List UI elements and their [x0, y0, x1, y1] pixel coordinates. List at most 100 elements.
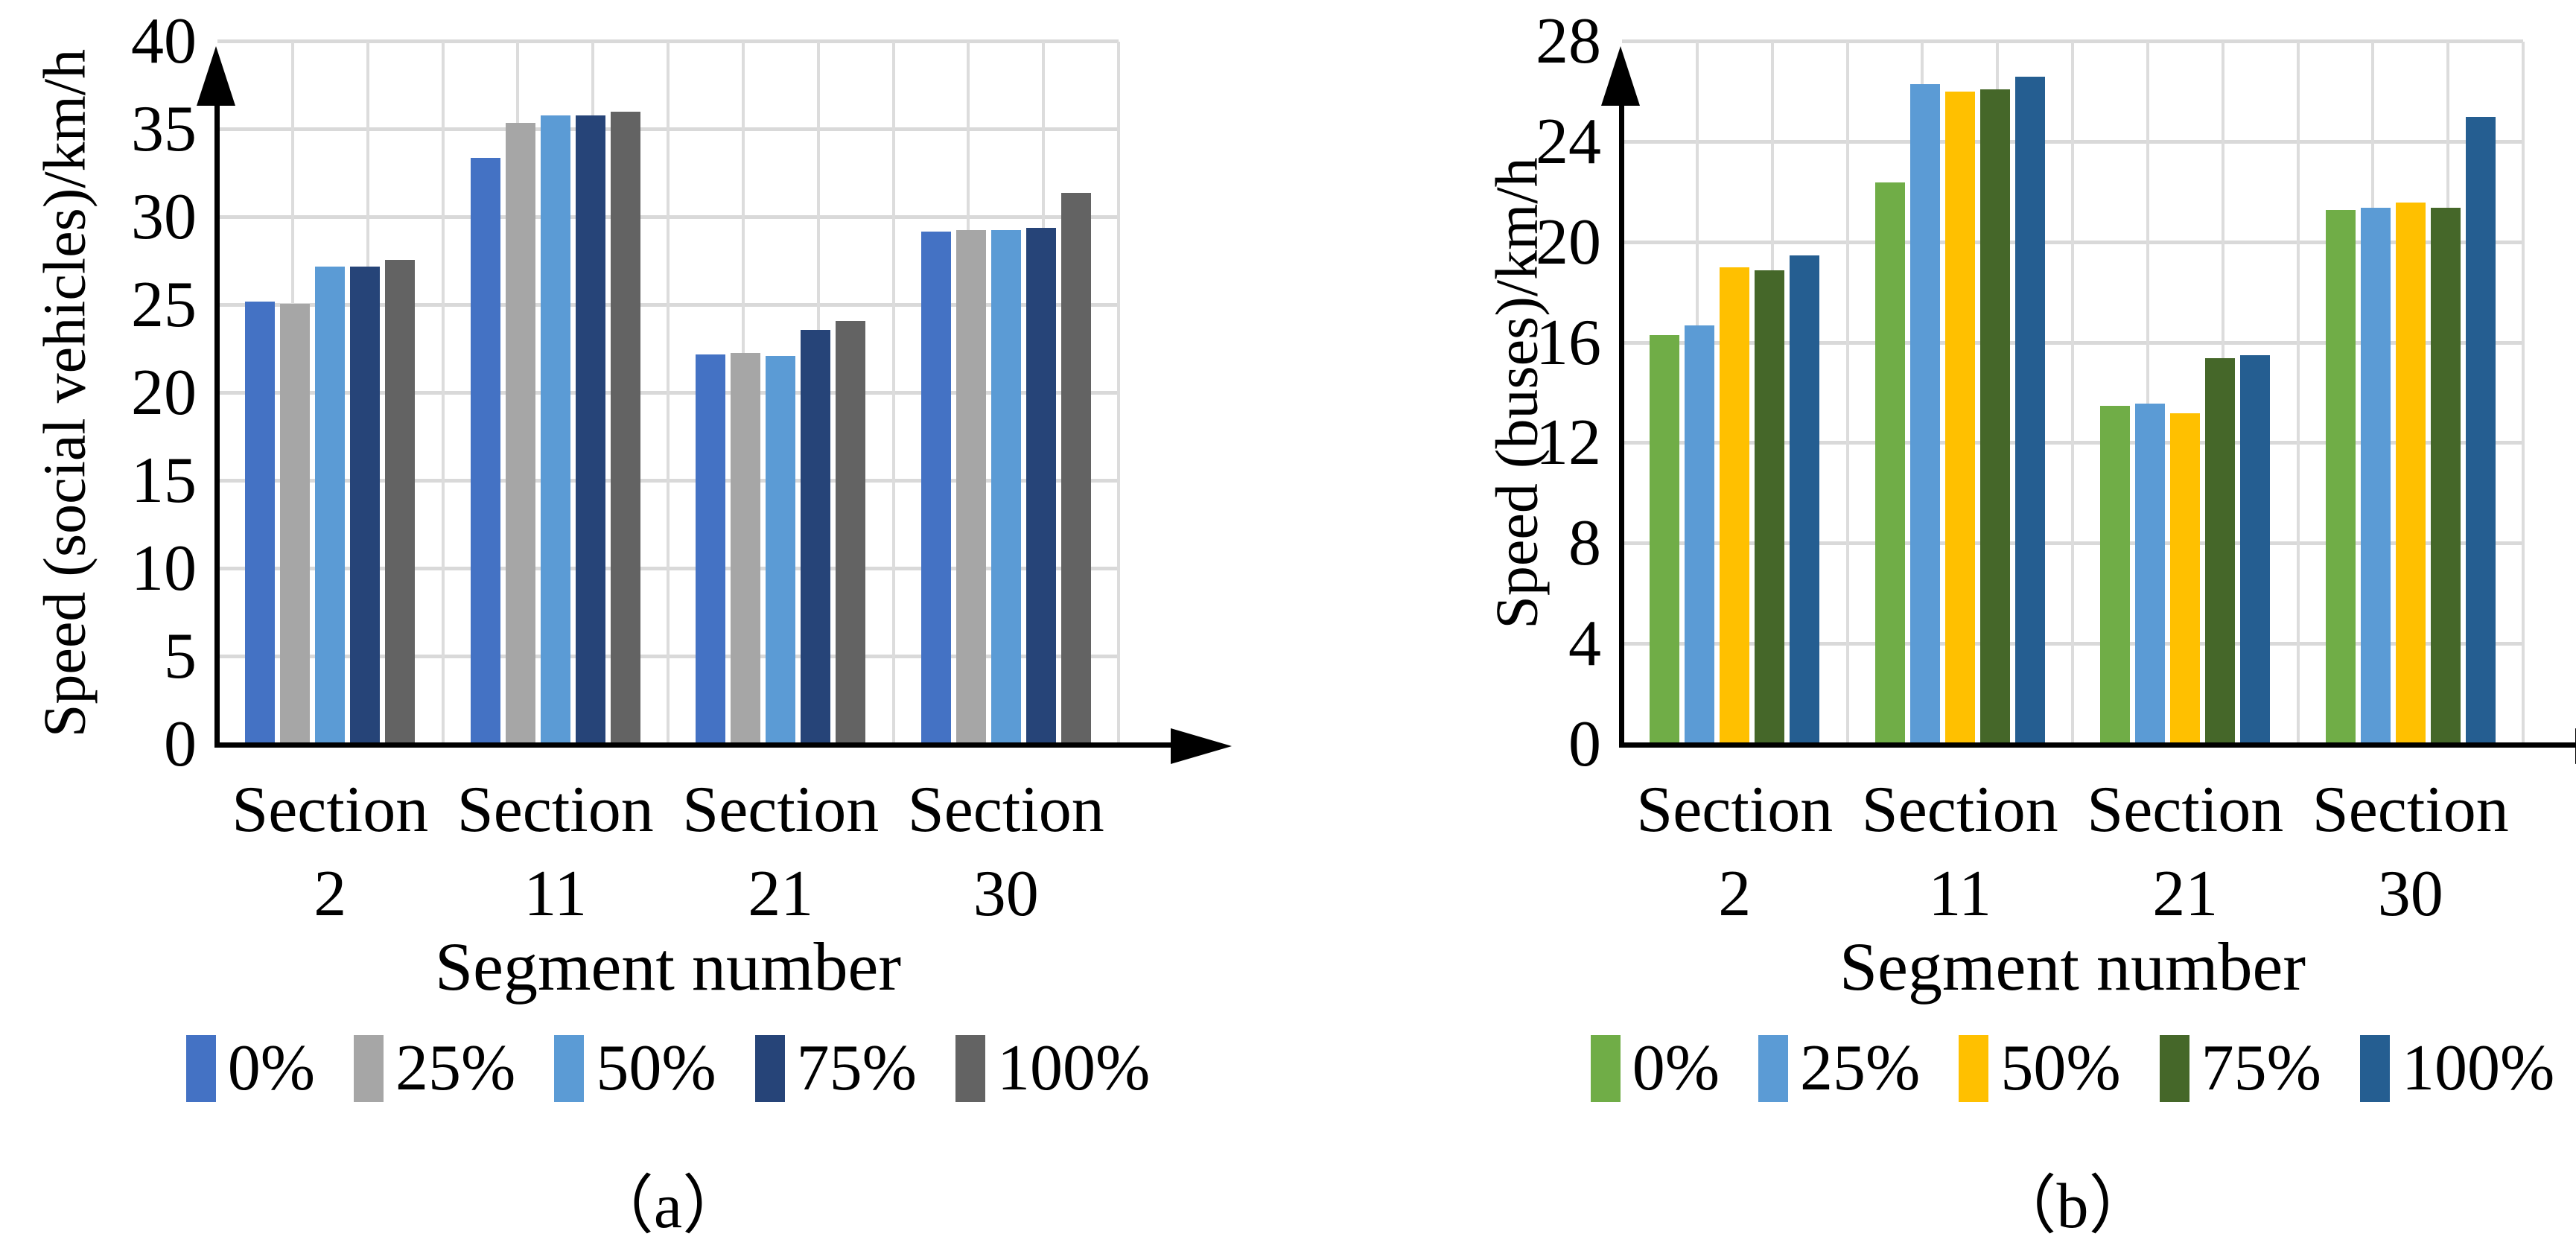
- y-tick-20: 20: [1536, 206, 1601, 279]
- x-category-labels: Section 2 Section 11 Section 21 Section 30: [1622, 768, 2523, 936]
- x-axis-title: Segment number: [1839, 929, 2306, 1005]
- bar-group-section-30: [2298, 42, 2524, 745]
- y-axis-line: [214, 101, 220, 747]
- bar-0-section-11: [470, 157, 500, 745]
- bar-50-section-21: [2170, 413, 2201, 745]
- y-tick-28: 28: [1536, 5, 1601, 77]
- legend-swatch-100: [955, 1034, 985, 1102]
- x-axis-arrow-icon: [1171, 728, 1232, 764]
- legend-swatch-75: [754, 1034, 785, 1102]
- bar-50-section-30: [2395, 202, 2426, 745]
- legend-item-25: 25%: [354, 1031, 515, 1106]
- y-tick-35: 35: [131, 93, 197, 165]
- legend: 0% 25% 50% 75% 100%: [1590, 1031, 2554, 1106]
- figure-caption-b: （b）: [1992, 1170, 2153, 1241]
- y-axis-title: Speed (social vehicles)/km/h: [32, 48, 98, 738]
- bar-75-section-2: [1755, 270, 1785, 745]
- bar-25-section-11: [505, 122, 535, 745]
- y-tick-8: 8: [1568, 507, 1601, 580]
- gridline-x-7: [2146, 42, 2149, 745]
- bar-0-section-21: [696, 354, 726, 745]
- bar-0-section-11: [1874, 182, 1905, 745]
- legend: 0% 25% 50% 75% 100%: [185, 1031, 1150, 1106]
- y-tick-24: 24: [1536, 105, 1601, 178]
- bar-50-section-2: [315, 267, 346, 745]
- x-label-section-21: Section 21: [682, 774, 880, 930]
- y-tick-20: 20: [131, 357, 197, 429]
- bar-25-section-30: [955, 229, 986, 745]
- bar-0-section-2: [245, 302, 276, 745]
- bar-0-section-2: [1650, 335, 1680, 745]
- bar-50-section-30: [990, 229, 1021, 745]
- x-axis-line: [214, 742, 1174, 748]
- bar-75-section-21: [2205, 357, 2236, 745]
- bar-100-section-30: [1060, 192, 1091, 745]
- bar-25-section-21: [2135, 403, 2166, 745]
- gridline-y-28: [1622, 39, 2523, 43]
- legend-label-100: 100%: [2401, 1032, 2555, 1104]
- bar-25-section-2: [1685, 325, 1715, 745]
- y-tick-15: 15: [131, 445, 197, 517]
- y-tick-4: 4: [1568, 608, 1601, 681]
- gridline-x-6: [2071, 42, 2074, 745]
- bar-25-section-11: [1909, 84, 1940, 745]
- y-tick-0: 0: [164, 708, 197, 780]
- legend-item-50: 50%: [554, 1031, 716, 1106]
- x-axis-line: [1619, 742, 2576, 748]
- legend-swatch-25: [354, 1034, 384, 1102]
- y-axis-line: [1619, 101, 1624, 747]
- legend-swatch-50: [554, 1034, 585, 1102]
- x-label-section-2: Section 2: [232, 774, 429, 930]
- legend-label-0: 0%: [227, 1032, 316, 1104]
- y-tick-5: 5: [164, 620, 197, 693]
- bar-75-section-11: [575, 115, 605, 745]
- bar-75-section-11: [1979, 89, 2010, 745]
- legend-label-75: 75%: [796, 1032, 917, 1104]
- y-axis-arrow-icon: [197, 46, 235, 106]
- bar-100-section-21: [2240, 355, 2271, 745]
- legend-item-75: 75%: [754, 1031, 917, 1106]
- y-tick-25: 25: [131, 269, 197, 341]
- legend-item-50: 50%: [1959, 1031, 2121, 1106]
- bar-50-section-21: [766, 356, 796, 745]
- gridline-x-3: [1845, 42, 1849, 745]
- bar-0-section-30: [2325, 209, 2356, 745]
- bar-25-section-21: [731, 352, 761, 745]
- bar-75-section-2: [350, 267, 381, 745]
- bar-100-section-11: [2014, 77, 2045, 745]
- bar-75-section-30: [1025, 228, 1056, 745]
- bar-0-section-21: [2100, 405, 2131, 745]
- gridline-x-6: [667, 42, 670, 745]
- legend-swatch-100: [2359, 1034, 2390, 1102]
- legend-label-25: 25%: [1800, 1032, 1921, 1104]
- bar-group-section-2: [1622, 42, 1848, 745]
- plot-area: 40 35 30 25 20 15 10 5 0: [131, 9, 1232, 777]
- legend-swatch-25: [1758, 1034, 1789, 1102]
- y-tick-40: 40: [131, 5, 197, 77]
- chart-buses: Speed (buses)/km/h 28 24 20 16 12 8 4 0 Section…: [1288, 0, 2576, 1254]
- legend-label-50: 50%: [2000, 1032, 2121, 1104]
- legend-item-100: 100%: [2359, 1031, 2555, 1106]
- bar-75-section-30: [2430, 207, 2461, 745]
- bar-group-section-21: [2073, 42, 2298, 745]
- legend-item-75: 75%: [2159, 1031, 2321, 1106]
- gridline-x-3: [441, 42, 445, 745]
- bar-25-section-30: [2360, 207, 2391, 745]
- bar-100-section-30: [2465, 117, 2496, 745]
- bar-25-section-2: [280, 303, 311, 745]
- y-tick-labels: 28 24 20 16 12 8 4 0: [1536, 9, 2523, 777]
- y-axis-arrow-icon: [1601, 46, 1640, 106]
- bar-group-section-30: [894, 42, 1119, 745]
- bar-groups: [1622, 42, 2523, 745]
- x-label-section-11: Section 11: [457, 774, 654, 930]
- legend-label-0: 0%: [1632, 1032, 1720, 1104]
- gridline-x-12: [1117, 42, 1120, 745]
- x-label-section-30: Section 30: [907, 774, 1104, 930]
- legend-item-0: 0%: [1590, 1031, 1720, 1106]
- y-tick-16: 16: [1536, 306, 1601, 379]
- bar-group-section-2: [217, 42, 443, 745]
- bar-100-section-21: [836, 321, 866, 745]
- figure-caption-a: （a）: [589, 1170, 747, 1241]
- gridline-x-12: [2522, 42, 2525, 745]
- legend-item-25: 25%: [1758, 1031, 1920, 1106]
